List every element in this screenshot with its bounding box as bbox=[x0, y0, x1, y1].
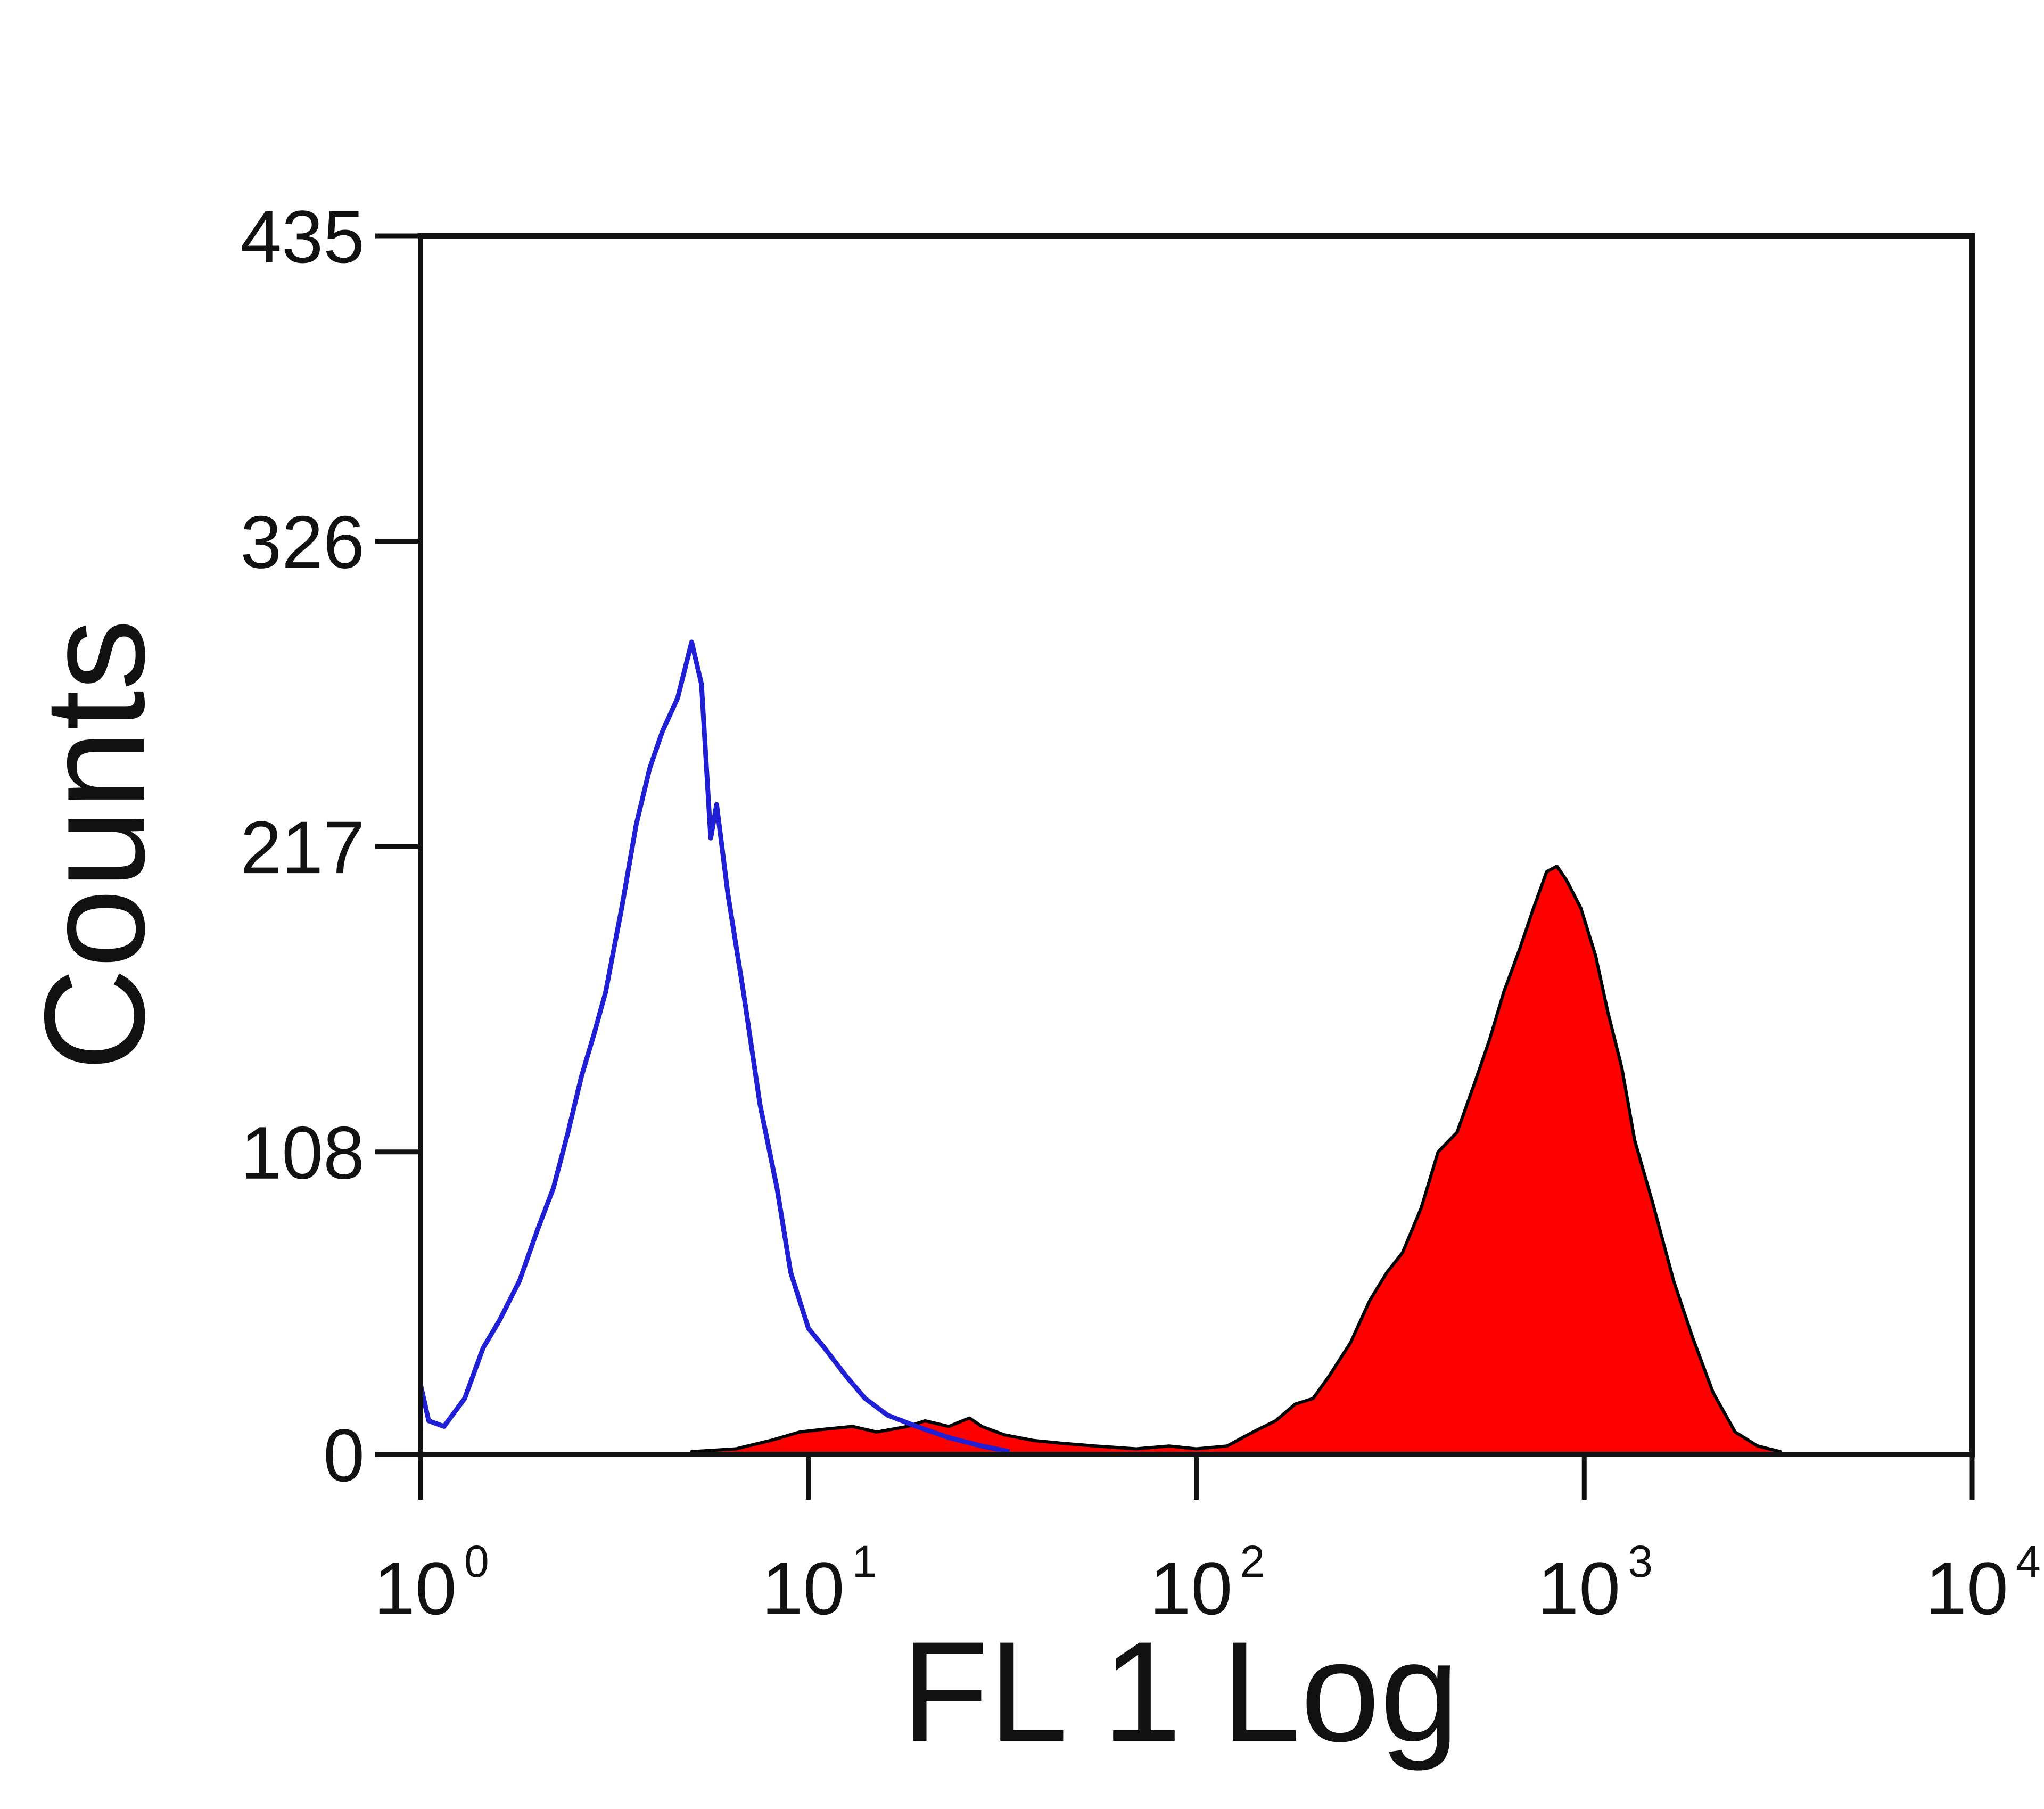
x-tick-exponent: 2 bbox=[1240, 1536, 1265, 1586]
x-axis-title: FL 1 Log bbox=[902, 1611, 1460, 1772]
y-axis-title: Counts bbox=[14, 619, 174, 1071]
x-tick-exponent: 0 bbox=[464, 1536, 489, 1586]
series-layer bbox=[418, 639, 1782, 1456]
histogram-filled-series bbox=[690, 865, 1782, 1456]
x-tick-label: 10 bbox=[1150, 1547, 1233, 1630]
y-tick-label: 326 bbox=[240, 500, 365, 584]
y-tick-label: 108 bbox=[240, 1111, 365, 1195]
x-tick-label: 10 bbox=[1925, 1547, 2008, 1630]
x-tick-exponent: 1 bbox=[852, 1536, 877, 1586]
histogram-outline-series bbox=[418, 639, 1010, 1454]
x-tick-exponent: 4 bbox=[2016, 1536, 2041, 1586]
x-tick-label: 10 bbox=[762, 1547, 845, 1630]
x-tick-label: 10 bbox=[374, 1547, 457, 1630]
x-tick-exponent: 3 bbox=[1628, 1536, 1653, 1586]
y-tick-label: 217 bbox=[240, 805, 365, 889]
y-tick-label: 0 bbox=[323, 1413, 365, 1497]
y-tick-label: 435 bbox=[240, 195, 365, 278]
x-tick-label: 10 bbox=[1537, 1547, 1620, 1630]
plot-area-frame bbox=[418, 233, 1975, 1457]
